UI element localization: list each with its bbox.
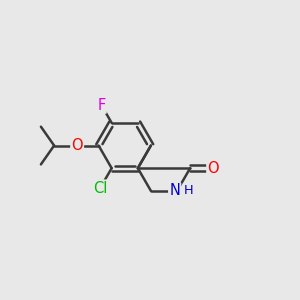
Text: N: N (169, 183, 180, 198)
Text: F: F (97, 98, 106, 113)
Text: Cl: Cl (93, 181, 107, 196)
Text: O: O (207, 161, 219, 176)
Text: O: O (71, 138, 83, 153)
Text: H: H (184, 184, 193, 197)
